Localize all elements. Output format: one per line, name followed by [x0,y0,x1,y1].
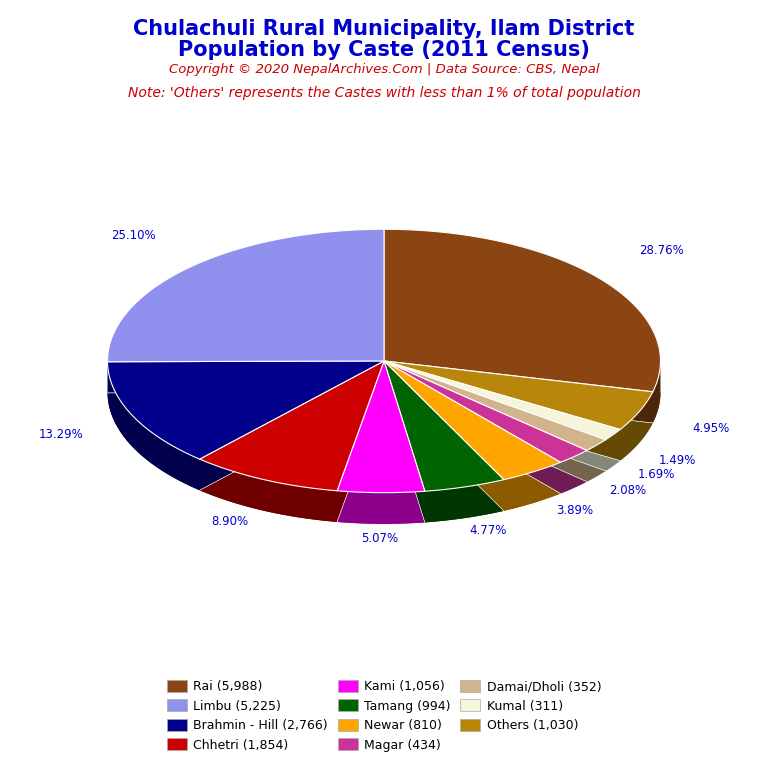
Polygon shape [606,429,620,471]
Polygon shape [384,392,660,423]
Polygon shape [653,362,660,423]
Polygon shape [337,491,425,524]
Polygon shape [620,392,653,461]
Polygon shape [200,459,337,522]
Polygon shape [200,361,384,491]
Text: Population by Caste (2011 Census): Population by Caste (2011 Census) [178,40,590,60]
Text: 1.49%: 1.49% [659,454,696,467]
Text: 2.08%: 2.08% [609,484,646,497]
Legend: Rai (5,988), Limbu (5,225), Brahmin - Hill (2,766), Chhetri (1,854), Kami (1,056: Rai (5,988), Limbu (5,225), Brahmin - Hi… [161,674,607,758]
Text: Copyright © 2020 NepalArchives.Com | Data Source: CBS, Nepal: Copyright © 2020 NepalArchives.Com | Dat… [169,63,599,76]
Polygon shape [384,392,561,511]
Polygon shape [384,361,653,429]
Polygon shape [384,392,620,471]
Polygon shape [108,361,384,459]
Polygon shape [504,462,561,511]
Polygon shape [337,361,425,492]
Polygon shape [384,392,606,482]
Polygon shape [337,392,425,524]
Text: Chulachuli Rural Municipality, Ilam District: Chulachuli Rural Municipality, Ilam Dist… [134,19,634,39]
Text: 4.95%: 4.95% [693,422,730,435]
Polygon shape [384,361,620,440]
Polygon shape [384,361,561,480]
Polygon shape [200,392,384,522]
Polygon shape [384,361,504,492]
Polygon shape [384,392,587,494]
Polygon shape [384,361,606,451]
Text: 3.89%: 3.89% [557,504,594,517]
Polygon shape [384,392,504,522]
Polygon shape [108,362,200,490]
Text: 25.10%: 25.10% [111,229,155,242]
Text: 1.69%: 1.69% [637,468,675,482]
Polygon shape [108,392,384,490]
Polygon shape [384,392,653,461]
Polygon shape [561,451,587,494]
Text: 8.90%: 8.90% [211,515,249,528]
Polygon shape [425,480,504,522]
Text: 4.77%: 4.77% [469,525,507,538]
Text: 13.29%: 13.29% [39,428,84,441]
Polygon shape [108,230,384,362]
Polygon shape [587,440,606,482]
Text: 5.07%: 5.07% [362,532,399,545]
Text: 28.76%: 28.76% [640,244,684,257]
Polygon shape [384,361,587,462]
Text: Note: 'Others' represents the Castes with less than 1% of total population: Note: 'Others' represents the Castes wit… [127,86,641,100]
Polygon shape [384,230,660,392]
